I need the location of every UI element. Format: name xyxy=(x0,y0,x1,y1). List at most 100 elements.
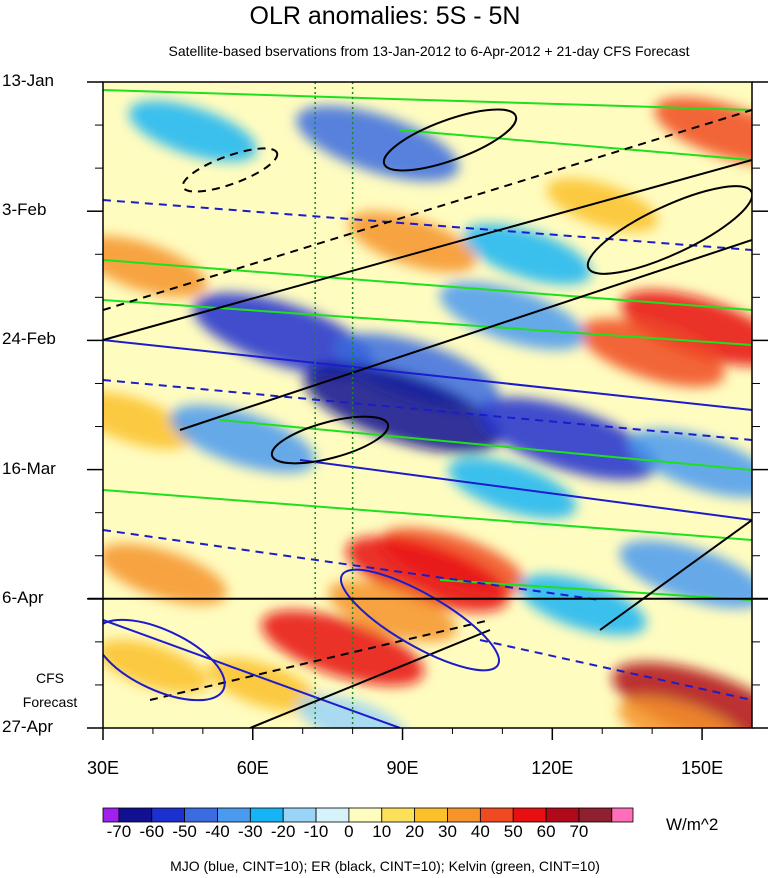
anomaly-blob xyxy=(346,536,509,612)
colorbar-swatch xyxy=(414,807,448,823)
colorbar-swatch xyxy=(479,807,514,823)
contour-legend-text: MJO (blue, CINT=10); ER (black, CINT=10)… xyxy=(170,858,600,874)
anomaly-blob xyxy=(619,540,752,609)
forecast-label-line-2: Forecast xyxy=(22,694,78,710)
colorbar-swatch xyxy=(282,807,317,823)
chart-title: OLR anomalies: 5S - 5N xyxy=(249,2,521,30)
colorbar-swatch xyxy=(512,807,547,823)
y-tick-label: 16-Mar xyxy=(2,458,56,478)
y-tick-label: 13-Jan xyxy=(2,71,54,90)
kelvin-contour xyxy=(103,259,752,311)
y-tick-label: 3-Feb xyxy=(2,200,47,220)
colorbar-swatch xyxy=(381,807,416,823)
anomaly-blob xyxy=(297,695,409,728)
colorbar-swatch xyxy=(611,807,634,823)
anomaly-blob xyxy=(654,97,752,166)
anomaly-blob xyxy=(439,281,586,350)
forecast-label: CFS Forecast xyxy=(8,666,92,714)
x-tick-label: 30E xyxy=(86,758,120,778)
x-tick-label: 60E xyxy=(236,758,269,778)
mjo-contour xyxy=(299,459,752,521)
anomaly-blob xyxy=(348,211,477,273)
x-tick-label: 120E xyxy=(531,758,574,778)
anomaly-blob xyxy=(546,178,658,232)
mjo-contour xyxy=(103,339,752,411)
kelvin-contour xyxy=(103,299,752,346)
colorbar-swatch xyxy=(151,807,186,823)
mjo-contour xyxy=(103,619,401,728)
er-contour xyxy=(599,519,752,631)
colorbar-tick-label: 40 xyxy=(470,822,490,841)
y-tick-label: 24-Feb xyxy=(2,329,56,349)
colorbar-tick-label: -30 xyxy=(238,822,263,841)
mjo-contour xyxy=(479,639,752,701)
er-contour xyxy=(149,619,491,701)
contour-loop xyxy=(339,568,501,672)
er-contour xyxy=(103,109,752,311)
colorbar-swatch xyxy=(217,807,251,823)
plot-area xyxy=(103,82,752,728)
colorbar xyxy=(102,807,634,823)
anomaly-blob xyxy=(261,610,424,686)
anomaly-blob xyxy=(296,105,459,182)
anomaly-blob xyxy=(620,290,752,366)
anomaly-blob xyxy=(629,429,752,498)
y-tick-label: 27-Apr xyxy=(2,717,54,736)
chart-subtitle: Satellite-based bservations from 13-Jan-… xyxy=(168,43,690,59)
colorbar-tick-label: -60 xyxy=(139,822,165,841)
colorbar-swatch xyxy=(315,807,350,823)
colorbar-unit: W/m^2 xyxy=(666,815,719,834)
anomaly-blob xyxy=(103,236,208,298)
colorbar-swatch xyxy=(348,807,383,823)
colorbar-tick-label: 0 xyxy=(344,822,354,841)
colorbar-tick-label: 70 xyxy=(569,822,589,841)
anomaly-blob xyxy=(463,223,592,285)
anomaly-blob xyxy=(103,543,228,605)
contour-loop xyxy=(181,147,279,193)
colorbar-tick-label: 30 xyxy=(438,822,457,841)
colorbar-swatch xyxy=(447,807,481,823)
colorbar-swatch xyxy=(118,807,153,823)
anomaly-blob xyxy=(207,658,319,712)
colorbar-tick-label: 60 xyxy=(536,822,556,841)
er-contour xyxy=(103,159,752,341)
anomaly-blob xyxy=(336,333,499,409)
kelvin-contour xyxy=(103,89,752,111)
colorbar-swatch xyxy=(545,807,580,823)
forecast-label-line-1: CFS xyxy=(36,670,64,686)
mjo-contour xyxy=(103,199,752,251)
colorbar-tick-label: 10 xyxy=(372,822,392,841)
colorbar-tick-label: -10 xyxy=(303,822,329,841)
anomaly-blob xyxy=(617,697,747,728)
contour-loop xyxy=(382,108,518,172)
anomaly-blob xyxy=(328,580,457,642)
kelvin-contour xyxy=(103,489,752,541)
anomaly-blob xyxy=(612,662,752,728)
plot-frame xyxy=(102,81,753,729)
colorbar-tick-label: -50 xyxy=(172,822,197,841)
contour-lines xyxy=(103,82,752,728)
er-contour xyxy=(179,239,752,431)
contour-loop xyxy=(103,618,226,702)
anomaly-blob xyxy=(128,100,257,162)
er-contour xyxy=(249,629,491,728)
mjo-contour xyxy=(103,379,752,441)
colorbar-swatch xyxy=(102,807,120,823)
colorbar-tick-label: -40 xyxy=(205,822,230,841)
colorbar-tick-label: -20 xyxy=(270,822,296,841)
colorbar-swatch xyxy=(249,807,284,823)
kelvin-contour xyxy=(439,579,752,601)
colorbar-swatch xyxy=(578,807,613,823)
axes xyxy=(87,81,768,740)
x-tick-label: 150E xyxy=(681,758,724,778)
anomaly-blob xyxy=(103,639,209,694)
y-tick-label: 6-Apr xyxy=(2,587,44,607)
colorbar-tick-label: -70 xyxy=(106,822,132,841)
contour-loop xyxy=(270,415,390,465)
colorbar-swatch xyxy=(184,807,218,823)
anomaly-blob xyxy=(192,292,373,376)
x-tick-label: 90E xyxy=(386,758,419,778)
colorbar-tick-label: 20 xyxy=(405,822,425,841)
colorbar-tick-label: 50 xyxy=(503,822,523,841)
